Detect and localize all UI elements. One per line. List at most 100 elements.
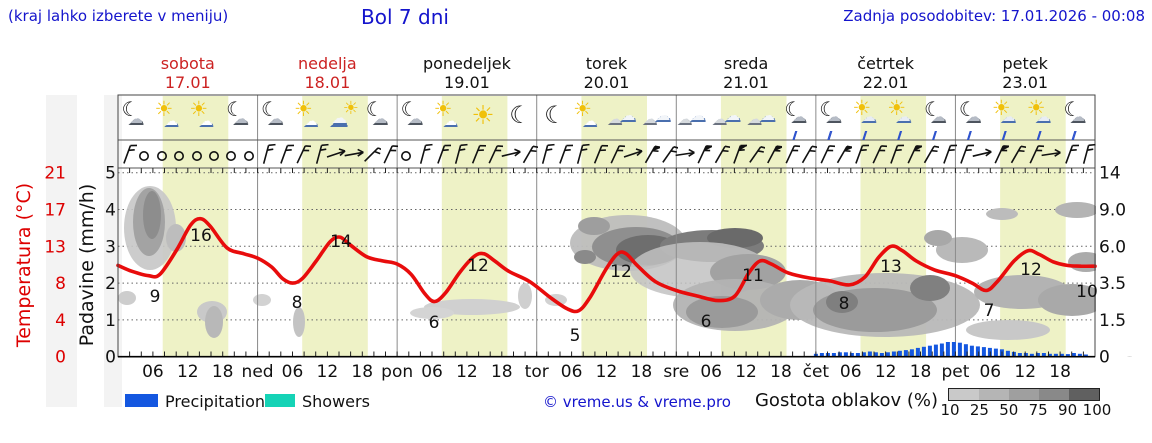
cloud-icon: ☁ — [198, 112, 215, 131]
cloud-icon: ☁ — [758, 106, 777, 127]
temperature-value-label: 6 — [429, 313, 440, 333]
cloud-density-tick: 50 — [999, 401, 1019, 419]
cloud-blob — [293, 307, 305, 337]
wind-symbol-barb — [570, 141, 590, 171]
sun-icon: ☀ — [887, 96, 906, 120]
precipitation-bar — [885, 352, 890, 357]
weather-icon-sun-cloud-rain: ☀ ☁ ☁ ∕∕ — [991, 96, 1026, 142]
cloud-density-swatch — [1039, 389, 1069, 400]
cloud-icon: ☁ — [163, 112, 180, 131]
precipitation-bar — [927, 345, 932, 357]
x-axis-label: sre — [663, 362, 690, 382]
precipitation-bar — [951, 342, 956, 357]
cloud-blob — [253, 294, 271, 306]
precipitation-bar — [837, 352, 842, 357]
cloud-icon: ☁ — [444, 113, 458, 129]
weather-icon-clouds: ☁ ☁ ☁ ☁ — [747, 96, 782, 142]
cloud-icon: ☁ — [331, 109, 347, 128]
precipitation-bar — [975, 346, 980, 357]
precipitation-bar — [897, 350, 902, 357]
weather-icon-moon-cloud-rain: ☾ ☁ ☁ ∕∕ — [921, 96, 956, 142]
precip-tick-label: 3 — [105, 237, 116, 257]
precip-tick-label: 0 — [105, 348, 116, 368]
day-header-torek: torek 20.01 — [537, 54, 677, 92]
cloud-blob — [986, 208, 1018, 220]
cloud-density-swatch — [979, 389, 1009, 400]
precipitation-bar — [909, 349, 914, 357]
cloud-height-tick-label: 6.0 — [1099, 237, 1126, 257]
precipitation-bar — [867, 351, 872, 357]
temp-tick-label: 4 — [55, 311, 66, 331]
location-hint: (kraj lahko izberete v meniju) — [8, 7, 229, 25]
temperature-value-label: 11 — [742, 266, 764, 286]
wind-symbol-barb — [692, 141, 715, 171]
day-header-ponedeljek: ponedeljek 19.01 — [397, 54, 537, 92]
cloud-icon: ☁ — [790, 108, 808, 128]
cloud-blob — [910, 275, 950, 301]
wind-symbol-barb — [1059, 141, 1080, 171]
cloud-icon: ☁ — [234, 112, 248, 128]
precip-tick-label: 1 — [105, 311, 116, 331]
wind-symbol-barb — [274, 141, 295, 171]
cloud-blob — [1055, 202, 1099, 218]
precipitation-bar — [1053, 353, 1058, 357]
cloud-icon: ☁ — [618, 106, 637, 127]
x-axis-label: pon — [381, 362, 414, 382]
weather-icon-clouds: ☁ ☁ ☁ ☁ — [642, 96, 677, 142]
weather-icon-moon-cloud: ☾ ☁ ☁ — [223, 96, 258, 142]
rain-icon: ∕∕ — [1071, 129, 1077, 142]
wind-symbol-barb — [535, 141, 556, 171]
precipitation-bar — [939, 343, 944, 357]
showers-legend-label: Showers — [302, 392, 370, 411]
wind-symbol-barb — [448, 141, 468, 171]
day-name: ponedeljek — [422, 54, 511, 73]
temperature-value-label: 7 — [984, 301, 995, 321]
precipitation-bar — [1023, 353, 1028, 357]
rain-icon: ∕∕ — [931, 129, 937, 142]
precipitation-bar — [963, 344, 968, 357]
weather-icon-moon: ☾ — [502, 96, 537, 142]
cloud-blob — [205, 306, 223, 338]
cloud-icon: ☁ — [200, 113, 213, 129]
cloud-icon: ☁ — [584, 113, 597, 129]
cloud-icon: ☁ — [723, 106, 742, 127]
day-name: nedelja — [298, 54, 357, 73]
x-axis-label: 12 — [176, 362, 199, 382]
weather-icon-moon-cloud: ☾ ☁ ☁ — [118, 96, 153, 142]
weather-icon-sun-cloud: ☀ ☁ ☁ — [572, 96, 607, 142]
wind-symbol-barb — [344, 141, 364, 171]
wind-symbol-barb — [1041, 141, 1062, 171]
cloud-icon: ☁ — [621, 108, 636, 125]
cloud-icon: ☁ — [825, 108, 843, 128]
cloud-icon: ☁ — [643, 111, 657, 127]
x-axis-label: 18 — [490, 362, 513, 382]
cloud-density-tick: 100 — [1082, 401, 1112, 419]
weather-icon-moon-cloud: ☾ ☁ ☁ — [398, 96, 433, 142]
precipitation-bar — [993, 348, 998, 357]
x-axis-label: 12 — [735, 362, 757, 382]
x-axis-label: 06 — [560, 362, 583, 382]
temperature-value-label: 10 — [1076, 282, 1098, 302]
x-axis-label: 12 — [316, 362, 339, 382]
day-name: petek — [1002, 54, 1048, 73]
day-header-nedelja: nedelja 18.01 — [258, 54, 398, 92]
temperature-value-label: 8 — [292, 293, 303, 313]
weather-icon-sun-cloud-rain: ☀ ☁ ☁ ∕∕ — [886, 96, 921, 142]
day-date: 23.01 — [1002, 73, 1049, 92]
precipitation-bar — [1035, 353, 1040, 357]
cloud-icon: ☁ — [1034, 108, 1052, 128]
cloud-icon: ☁ — [267, 110, 285, 130]
wind-symbol-calm — [169, 141, 189, 171]
cloud-height-tick-label: 14 — [1099, 164, 1121, 184]
rain-icon: ∕∕ — [966, 129, 972, 142]
cloud-icon: ☁ — [165, 113, 178, 129]
x-axis-label: 18 — [351, 362, 374, 382]
precipitation-bar — [849, 353, 854, 357]
cloud-icon: ☁ — [932, 110, 946, 126]
weather-icon-moon-cloud-rain: ☾ ☁ ☁ ∕∕ — [781, 96, 816, 142]
copyright-link[interactable]: © vreme.us & vreme.pro — [543, 393, 731, 411]
temperature-curve — [116, 216, 1097, 314]
temperature-value-label: 12 — [1020, 260, 1042, 280]
sun-icon: ☀ — [293, 97, 313, 121]
